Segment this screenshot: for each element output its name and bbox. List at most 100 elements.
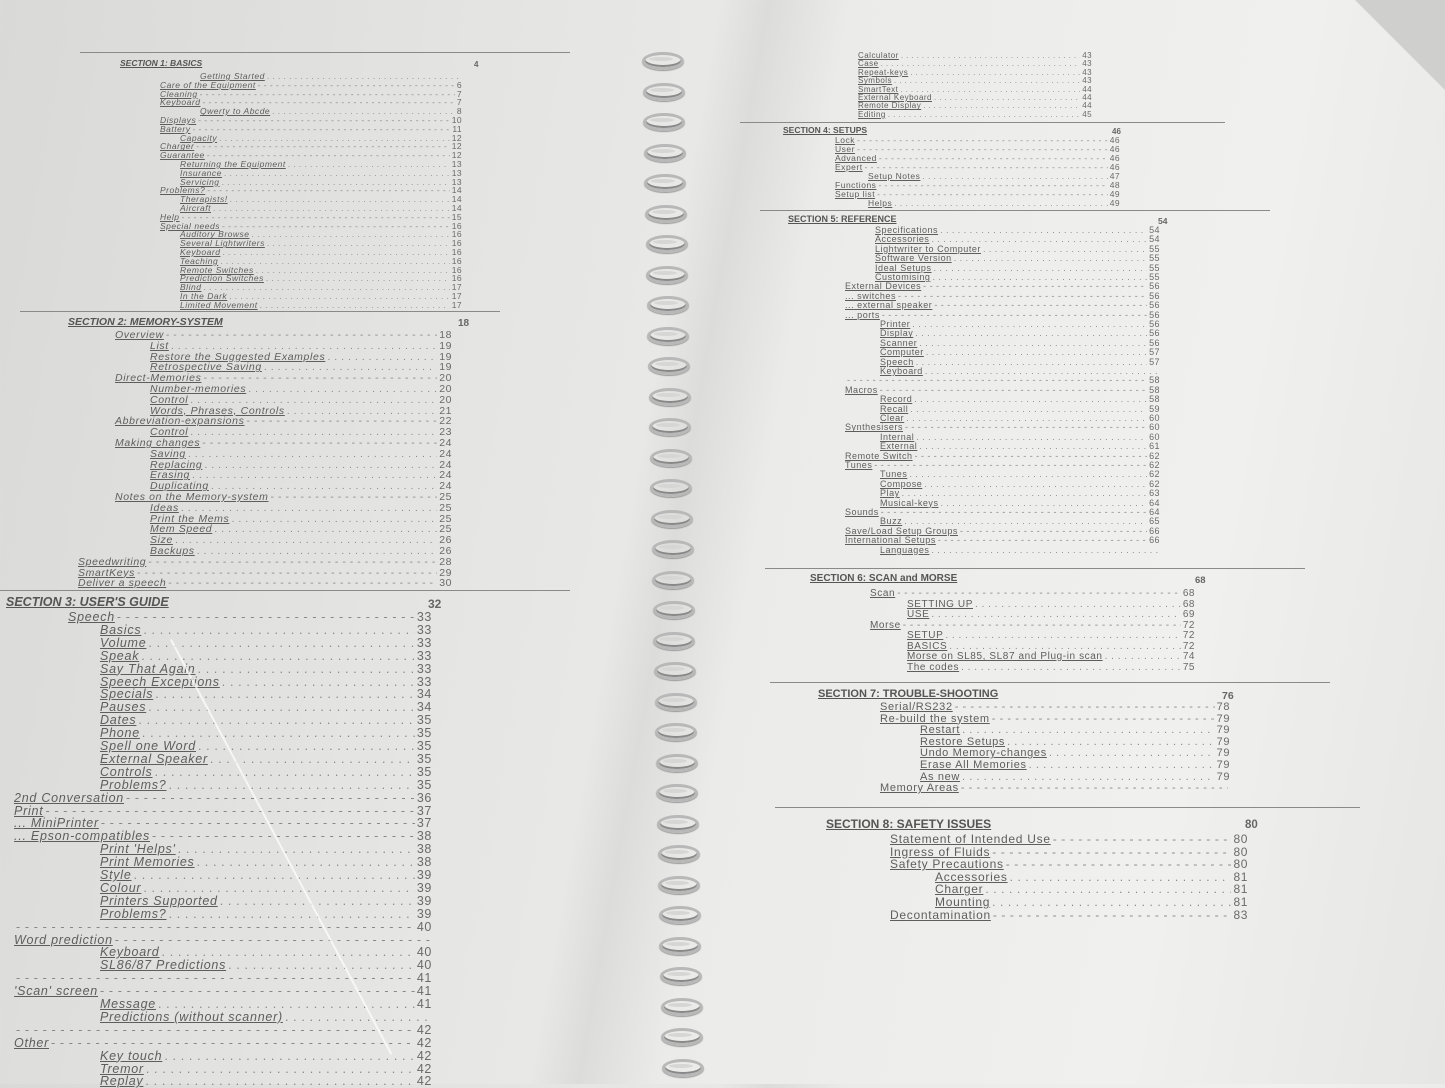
toc-entry[interactable]: Problems?. . . . . . . . . . . . . . . .… <box>100 779 432 792</box>
toc-entry[interactable]: The codes. . . . . . . . . . . . . . . .… <box>907 662 1195 673</box>
toc-entry[interactable]: 'Scan' screen - - - - - - - - - - - - - -… <box>14 985 432 998</box>
toc-entry[interactable]: Keyboard. . . . . . . . . . . . . . . . … <box>880 367 1160 376</box>
toc-entry[interactable]: Speech Exceptions. . . . . . . . . . . .… <box>100 675 432 689</box>
section-title[interactable]: SECTION 4: SETUPS <box>783 125 868 135</box>
toc-entry[interactable]: ... ports - - - - - - - - - - - - - - - -… <box>845 310 1160 320</box>
toc-entry[interactable]: Volume. . . . . . . . . . . . . . . . . … <box>100 637 432 650</box>
toc-entry[interactable]: Teaching. . . . . . . . . . . . . . . . … <box>180 257 462 266</box>
toc-entry[interactable]: Editing. . . . . . . . . . . . . . . . .… <box>858 110 1092 119</box>
toc-entry[interactable]: ... switches - - - - - - - - - - - - - - … <box>845 291 1160 301</box>
toc-entry[interactable]: - - - - - - - - - - - - - - - - - - - - … <box>14 972 432 985</box>
toc-entry[interactable]: Style. . . . . . . . . . . . . . . . . .… <box>100 869 432 882</box>
toc-entry[interactable]: Accessories. . . . . . . . . . . . . . .… <box>935 871 1248 883</box>
toc-entry[interactable]: Morse on SL85, SL87 and Plug-in scan. . … <box>907 652 1195 662</box>
toc-entry[interactable]: Abbreviation-expansions - - - - - - - - -… <box>115 416 452 427</box>
section-title[interactable]: SECTION 8: SAFETY ISSUES <box>826 817 992 831</box>
toc-entry[interactable]: Predictions (without scanner). . . . . .… <box>100 1011 432 1024</box>
toc-entry[interactable]: Ideal Setups. . . . . . . . . . . . . . … <box>875 263 1160 273</box>
toc-entry[interactable]: Tremor. . . . . . . . . . . . . . . . . … <box>100 1062 432 1076</box>
toc-entry[interactable]: Morse - - - - - - - - - - - - - - - - - -… <box>870 620 1195 631</box>
toc-entry[interactable]: Computer. . . . . . . . . . . . . . . . … <box>880 348 1160 357</box>
toc-entry[interactable]: External Keyboard. . . . . . . . . . . .… <box>858 94 1092 102</box>
toc-entry[interactable]: Tunes - - - - - - - - - - - - - - - - - -… <box>845 461 1160 470</box>
toc-entry[interactable]: Re-build the system - - - - - - - - - - -… <box>880 713 1230 725</box>
toc-entry[interactable]: Calculator. . . . . . . . . . . . . . . … <box>858 52 1092 60</box>
toc-entry[interactable]: Play. . . . . . . . . . . . . . . . . . … <box>880 489 1160 498</box>
toc-entry[interactable]: Restore the Suggested Examples. . . . . … <box>150 352 452 363</box>
toc-entry[interactable]: List. . . . . . . . . . . . . . . . . . … <box>150 341 452 352</box>
toc-entry[interactable]: Blind. . . . . . . . . . . . . . . . . .… <box>180 283 462 292</box>
toc-entry[interactable]: Helps. . . . . . . . . . . . . . . . . .… <box>868 199 1120 208</box>
toc-entry[interactable]: Specials. . . . . . . . . . . . . . . . … <box>100 688 432 701</box>
toc-entry[interactable]: Erasing. . . . . . . . . . . . . . . . .… <box>150 470 452 481</box>
toc-entry[interactable]: Basics. . . . . . . . . . . . . . . . . … <box>100 624 432 637</box>
toc-entry[interactable]: Ideas. . . . . . . . . . . . . . . . . .… <box>150 503 452 514</box>
toc-entry[interactable]: Saving. . . . . . . . . . . . . . . . . … <box>150 449 452 460</box>
toc-entry[interactable]: Problems?. . . . . . . . . . . . . . . .… <box>100 908 432 921</box>
toc-entry[interactable]: Mounting. . . . . . . . . . . . . . . . … <box>935 896 1248 908</box>
toc-entry[interactable]: Scan - - - - - - - - - - - - - - - - - - … <box>870 589 1195 599</box>
toc-entry[interactable]: Cleaning - - - - - - - - - - - - - - - - … <box>160 90 462 99</box>
toc-entry[interactable]: Retrospective Saving. . . . . . . . . . … <box>150 362 452 373</box>
toc-entry[interactable]: Serial/RS232- - - - - - - - - - - - - - … <box>880 702 1230 713</box>
toc-entry[interactable]: Scanner. . . . . . . . . . . . . . . . .… <box>880 338 1160 348</box>
toc-entry[interactable]: 2nd Conversation - - - - - - - - - - - - … <box>14 792 432 805</box>
toc-entry[interactable]: Colour. . . . . . . . . . . . . . . . . … <box>100 882 432 895</box>
toc-entry[interactable]: Undo Memory-changes. . . . . . . . . . .… <box>920 748 1230 759</box>
toc-entry[interactable]: Charger. . . . . . . . . . . . . . . . .… <box>935 883 1248 895</box>
toc-entry[interactable]: Mem Speed. . . . . . . . . . . . . . . .… <box>150 524 452 535</box>
toc-entry[interactable]: Display. . . . . . . . . . . . . . . . .… <box>880 329 1160 338</box>
toc-entry[interactable]: Keyboard. . . . . . . . . . . . . . . . … <box>100 946 432 959</box>
toc-entry[interactable]: Problems? - - - - - - - - - - - - - - - -… <box>160 186 462 195</box>
toc-entry[interactable]: International Setups - - - - - - - - - - … <box>845 536 1160 545</box>
toc-entry[interactable]: Help - - - - - - - - - - - - - - - - - - … <box>160 213 462 222</box>
section-title[interactable]: SECTION 2: MEMORY-SYSTEM <box>68 316 223 328</box>
toc-entry[interactable]: Memory Areas - - - - - - - - - - - - - - … <box>880 783 1230 794</box>
toc-entry[interactable]: ... Epson-compatibles - - - - - - - - - -… <box>14 830 432 843</box>
toc-entry[interactable]: Other - - - - - - - - - - - - - - - - - -… <box>14 1037 432 1050</box>
toc-entry[interactable]: Controls. . . . . . . . . . . . . . . . … <box>100 766 432 779</box>
toc-entry[interactable]: Advanced - - - - - - - - - - - - - - - - … <box>835 154 1120 163</box>
toc-entry[interactable]: Save/Load Setup Groups - - - - - - - - - … <box>845 526 1160 536</box>
toc-entry[interactable]: External Speaker. . . . . . . . . . . . … <box>100 753 432 766</box>
toc-entry[interactable]: Displays - - - - - - - - - - - - - - - - … <box>160 116 462 125</box>
toc-entry[interactable]: Control. . . . . . . . . . . . . . . . .… <box>150 427 452 438</box>
toc-entry[interactable]: Backups. . . . . . . . . . . . . . . . .… <box>150 546 452 557</box>
toc-entry[interactable]: Dates. . . . . . . . . . . . . . . . . .… <box>100 714 432 727</box>
toc-entry[interactable]: Key touch. . . . . . . . . . . . . . . .… <box>100 1050 432 1063</box>
toc-entry[interactable]: Replay. . . . . . . . . . . . . . . . . … <box>100 1075 432 1088</box>
toc-entry[interactable]: Battery - - - - - - - - - - - - - - - - -… <box>160 125 462 134</box>
toc-entry[interactable]: User - - - - - - - - - - - - - - - - - - … <box>835 145 1120 154</box>
toc-entry[interactable]: Deliver a speech - - - - - - - - - - - - … <box>78 578 452 589</box>
toc-entry[interactable]: ... MiniPrinter - - - - - - - - - - - - -… <box>14 817 432 830</box>
toc-entry[interactable]: Pauses. . . . . . . . . . . . . . . . . … <box>100 701 432 714</box>
toc-entry[interactable]: Lightwriter to Computer. . . . . . . . .… <box>875 244 1160 254</box>
toc-entry[interactable]: Safety Precautions - - - - - - - - - - - … <box>890 858 1248 870</box>
toc-entry[interactable]: USE. . . . . . . . . . . . . . . . . . .… <box>907 610 1195 620</box>
toc-entry[interactable]: Guarantee - - - - - - - - - - - - - - - -… <box>160 151 462 160</box>
toc-entry[interactable]: Remote Switch - - - - - - - - - - - - - -… <box>845 451 1160 461</box>
toc-entry[interactable]: Prediction Switches. . . . . . . . . . .… <box>180 274 462 283</box>
section-title[interactable]: SECTION 5: REFERENCE <box>788 214 897 224</box>
toc-entry[interactable]: Recall. . . . . . . . . . . . . . . . . … <box>880 404 1160 414</box>
toc-entry[interactable]: - - - - - - - - - - - - - - - - - - - - … <box>14 921 432 934</box>
toc-entry[interactable]: BASICS. . . . . . . . . . . . . . . . . … <box>907 641 1195 652</box>
toc-entry[interactable]: Tunes. . . . . . . . . . . . . . . . . .… <box>880 470 1160 479</box>
toc-entry[interactable]: Overview - - - - - - - - - - - - - - - - … <box>115 330 452 341</box>
toc-entry[interactable]: SETTING UP. . . . . . . . . . . . . . . … <box>907 599 1195 610</box>
toc-entry[interactable]: Notes on the Memory-system - - - - - - - … <box>115 492 452 503</box>
toc-entry[interactable]: Print the Mems. . . . . . . . . . . . . … <box>150 514 452 525</box>
section-title[interactable]: SECTION 6: SCAN and MORSE <box>810 573 958 584</box>
toc-entry[interactable]: ... external speaker - - - - - - - - - - … <box>845 301 1160 310</box>
toc-entry[interactable]: Remote Display. . . . . . . . . . . . . … <box>858 102 1092 110</box>
toc-entry[interactable]: Charger - - - - - - - - - - - - - - - - -… <box>160 142 462 151</box>
toc-entry[interactable]: Replacing. . . . . . . . . . . . . . . .… <box>150 460 452 471</box>
toc-entry[interactable]: Statement of Intended Use - - - - - - - -… <box>890 833 1248 845</box>
toc-entry[interactable]: Insurance. . . . . . . . . . . . . . . .… <box>180 169 462 178</box>
toc-entry[interactable]: Speech. . . . . . . . . . . . . . . . . … <box>880 357 1160 367</box>
toc-entry[interactable]: Words, Phrases, Controls. . . . . . . . … <box>150 406 452 417</box>
toc-entry[interactable]: Spell one Word. . . . . . . . . . . . . … <box>100 740 432 753</box>
toc-entry[interactable]: Phone. . . . . . . . . . . . . . . . . .… <box>100 727 432 740</box>
toc-entry[interactable]: Aircraft. . . . . . . . . . . . . . . . … <box>180 204 462 213</box>
toc-entry[interactable]: Repeat-keys. . . . . . . . . . . . . . .… <box>858 68 1092 77</box>
